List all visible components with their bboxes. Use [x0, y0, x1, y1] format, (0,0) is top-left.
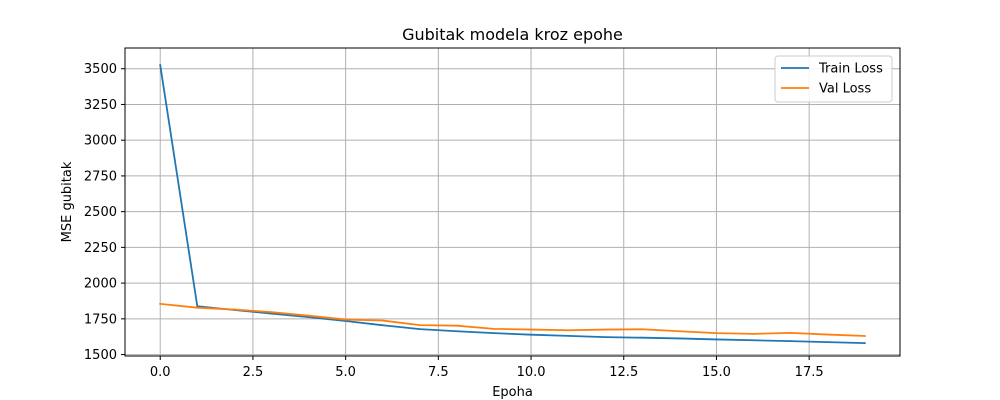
y-tick-label: 1750	[84, 312, 117, 327]
x-tick-label: 7.5	[428, 365, 449, 380]
y-tick-label: 1500	[84, 348, 117, 363]
val-loss-point	[381, 319, 384, 322]
x-tick-label: 5.0	[335, 365, 356, 380]
train-loss-point	[863, 342, 866, 345]
series-lines	[159, 64, 866, 345]
val-loss-point	[567, 329, 570, 332]
val-loss-point	[418, 324, 421, 327]
val-loss-point	[344, 318, 347, 321]
train-loss-line	[159, 64, 866, 345]
x-tick-label: 2.5	[243, 365, 264, 380]
val-loss-point	[233, 308, 236, 311]
train-loss-point	[752, 339, 755, 342]
ticks: 0.0 2.5 5.0 7.5 10.0 12.5 15.0 17.5 1500 1750 2000…	[84, 62, 824, 380]
y-axis-title: MSE gubitak	[60, 161, 75, 242]
val-loss-point	[196, 306, 199, 309]
val-loss-point	[270, 311, 273, 314]
train-loss-point	[493, 332, 495, 335]
val-loss-line	[159, 302, 866, 337]
plot-frame	[124, 47, 901, 357]
val-loss-point	[641, 328, 644, 331]
val-loss-point	[789, 331, 792, 334]
train-loss-point	[678, 337, 681, 340]
train-loss-point	[418, 328, 421, 331]
y-tick-label: 2000	[84, 277, 117, 292]
train-loss-point	[530, 333, 532, 336]
train-loss-point	[307, 316, 310, 319]
train-loss-point	[270, 312, 273, 315]
train-loss-point	[344, 320, 347, 322]
train-loss-point	[381, 324, 384, 327]
x-tick-label: 10.0	[517, 365, 546, 380]
train-loss-point	[715, 338, 718, 341]
y-tick-label: 3250	[84, 98, 117, 113]
val-loss-point	[863, 335, 866, 337]
train-loss-point	[641, 336, 644, 339]
y-tick-label: 2250	[84, 241, 117, 256]
train-loss-point	[455, 330, 458, 333]
chart-title: Gubitak modela kroz epohe	[402, 25, 623, 44]
train-loss-point	[567, 334, 570, 337]
train-loss-point	[789, 340, 792, 343]
y-tick-label: 2500	[84, 205, 117, 220]
x-tick-label: 0.0	[150, 365, 171, 380]
train-loss-legend-label: Train Loss	[818, 62, 883, 77]
val-loss-point	[159, 302, 162, 305]
val-loss-point	[678, 330, 681, 333]
train-loss-point	[826, 341, 829, 344]
val-loss-point	[493, 327, 495, 330]
train-loss-point	[159, 64, 162, 67]
val-loss-point	[604, 328, 607, 331]
val-loss-point	[826, 333, 829, 336]
x-tick-label: 15.0	[702, 365, 731, 380]
y-tick-label: 3000	[84, 134, 117, 149]
x-axis-title: Epoha	[492, 385, 533, 400]
train-loss-point	[196, 305, 199, 308]
y-tick-label: 2750	[84, 169, 117, 184]
plot-background	[125, 48, 900, 356]
x-tick-label: 12.5	[609, 365, 638, 380]
val-loss-legend-label: Val Loss	[819, 82, 871, 97]
train-loss-point	[604, 336, 607, 339]
x-tick-label: 17.5	[795, 365, 824, 380]
val-loss-point	[455, 324, 458, 327]
val-loss-point	[752, 332, 755, 335]
val-loss-point	[307, 314, 310, 317]
val-loss-point	[715, 332, 718, 335]
legend: Train Loss Val Loss	[774, 55, 893, 103]
y-tick-label: 3500	[84, 62, 117, 77]
val-loss-point	[530, 328, 532, 331]
